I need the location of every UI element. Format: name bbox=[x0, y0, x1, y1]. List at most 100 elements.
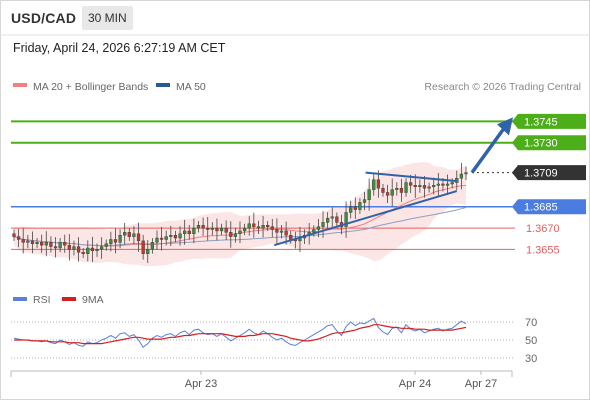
candle-body bbox=[266, 225, 270, 227]
rsi-level-label: 30 bbox=[525, 353, 537, 365]
candle-body bbox=[178, 233, 182, 239]
candle-body bbox=[49, 242, 53, 247]
candle-body bbox=[206, 227, 210, 230]
candle-body bbox=[63, 242, 67, 246]
timeframe-button[interactable]: 30 MIN bbox=[82, 6, 133, 30]
rsi-ma-legend-swatch bbox=[62, 297, 76, 301]
candle-body bbox=[81, 252, 85, 254]
candle-body bbox=[30, 240, 35, 244]
candle-body bbox=[399, 188, 404, 193]
candle-body bbox=[464, 172, 468, 175]
bollinger-band-fill bbox=[14, 162, 466, 266]
rsi-panel: 70 50 30 bbox=[11, 317, 537, 365]
candle-body bbox=[173, 234, 178, 239]
candle-body bbox=[192, 227, 196, 234]
level-label-1.3685: 1.3685 bbox=[524, 202, 558, 214]
candle-body bbox=[422, 185, 427, 189]
candle-body bbox=[196, 225, 201, 229]
x-tick-label: Apr 27 bbox=[465, 378, 497, 390]
candle-body bbox=[316, 226, 321, 230]
x-axis-ticks: Apr 23 Apr 24 Apr 27 bbox=[185, 371, 497, 390]
candle-body bbox=[90, 247, 95, 252]
candle-body bbox=[40, 242, 44, 246]
level-label-1.3655: 1.3655 bbox=[526, 244, 560, 256]
price-levels bbox=[11, 120, 515, 250]
candle-body bbox=[427, 186, 431, 189]
candle-body bbox=[224, 227, 228, 233]
candle-body bbox=[395, 188, 399, 190]
candle-body bbox=[270, 226, 274, 230]
ma50-legend-swatch bbox=[156, 83, 170, 87]
candle-body bbox=[44, 242, 48, 246]
projection-arrow-head bbox=[497, 117, 513, 136]
candle-body bbox=[95, 249, 99, 252]
candle-body bbox=[353, 206, 357, 210]
candle-body bbox=[76, 246, 81, 253]
level-label-1.3730: 1.3730 bbox=[524, 138, 558, 150]
candle-body bbox=[238, 230, 242, 234]
candle-body bbox=[436, 183, 440, 186]
candle-body bbox=[169, 234, 173, 237]
candle-body bbox=[330, 216, 334, 219]
candle-body bbox=[321, 222, 325, 227]
level-tag-1.3745 bbox=[512, 113, 586, 129]
candle-body bbox=[155, 237, 159, 243]
candle-body bbox=[187, 230, 191, 234]
rsi-ma-legend-label: 9MA bbox=[82, 294, 104, 306]
candle-body bbox=[16, 236, 21, 240]
candle-body bbox=[113, 239, 118, 243]
candle-body bbox=[256, 226, 261, 229]
candle-body bbox=[219, 227, 224, 232]
triangle-support-line bbox=[273, 190, 458, 247]
candle-body bbox=[123, 232, 127, 236]
candle-body bbox=[127, 232, 131, 237]
candle-body bbox=[242, 227, 247, 232]
datetime-label: Friday, April 24, 2026 6:27:19 AM CET bbox=[13, 41, 226, 55]
candle-body bbox=[432, 185, 436, 188]
candle-body bbox=[201, 225, 205, 229]
candle-body bbox=[279, 230, 284, 233]
candle-body bbox=[381, 188, 385, 193]
rsi-legend-swatch bbox=[13, 297, 27, 301]
candle-body bbox=[164, 236, 168, 240]
copyright-label: Research © 2026 Trading Central bbox=[424, 81, 581, 93]
candle-body bbox=[284, 230, 288, 236]
candle-body bbox=[326, 217, 330, 223]
candle-body bbox=[86, 247, 90, 254]
candle-body bbox=[459, 173, 464, 179]
candle-body bbox=[312, 229, 316, 233]
candle-body bbox=[289, 234, 293, 240]
level-label-1.3670: 1.3670 bbox=[526, 223, 560, 235]
candle-body bbox=[252, 223, 256, 227]
candle-body bbox=[404, 182, 408, 193]
candle-body bbox=[159, 237, 164, 240]
candle-body bbox=[132, 233, 136, 237]
candle-body bbox=[349, 206, 353, 213]
x-tick-label: Apr 23 bbox=[185, 378, 217, 390]
candle-body bbox=[67, 244, 71, 250]
level-tag-1.3730 bbox=[512, 135, 586, 151]
chart-header: USD/CAD 30 MIN bbox=[0, 0, 590, 36]
candle-body bbox=[72, 246, 76, 250]
candle-body bbox=[450, 182, 454, 185]
candle-body bbox=[344, 212, 348, 227]
symbol-title: USD/CAD bbox=[11, 10, 77, 26]
rsi-line bbox=[13, 317, 467, 348]
candle-body bbox=[229, 232, 233, 237]
candle-body bbox=[146, 249, 150, 254]
trendlines bbox=[273, 117, 513, 247]
level-label-1.3745: 1.3745 bbox=[524, 116, 558, 128]
candle-body bbox=[53, 246, 58, 249]
level-labels: 1.3745 1.3730 1.3709 1.3685 1.3670 1.3655 bbox=[512, 113, 586, 256]
rsi-legend-label: RSI bbox=[33, 294, 51, 306]
candle-body bbox=[409, 182, 413, 186]
level-tag-1.3685 bbox=[512, 199, 586, 215]
ma20-legend-label: MA 20 + Bollinger Bands bbox=[33, 81, 148, 93]
candle-body bbox=[335, 216, 339, 223]
candle-body bbox=[362, 199, 367, 203]
candle-body bbox=[215, 227, 219, 232]
rsi-level-label: 50 bbox=[525, 335, 537, 347]
candle-body bbox=[183, 230, 187, 234]
candle-body bbox=[118, 234, 122, 243]
